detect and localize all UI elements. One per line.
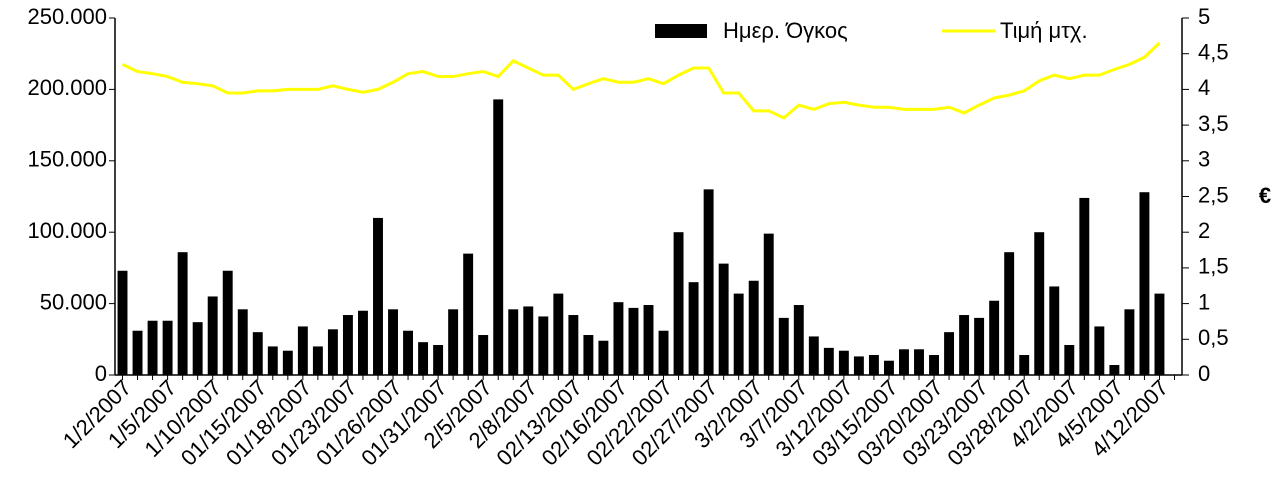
bar [643,305,654,375]
bar [388,309,398,375]
bar [132,330,143,375]
price-line [121,41,1161,120]
bar [974,317,985,375]
bar [853,356,864,375]
legend-label: Ημερ. Όγκος [723,18,848,43]
bar [342,315,353,375]
bar [358,310,368,375]
bar [1154,293,1165,375]
y2-tick-label: 1,5 [1198,254,1229,279]
bar [327,329,338,375]
y2-tick-label: 5 [1198,4,1210,29]
bar [553,293,564,375]
y2-tick-label: 0,5 [1198,325,1229,350]
bar [523,306,534,375]
bar [312,346,323,375]
bar [778,317,789,375]
y2-tick-label: 4 [1198,75,1210,100]
y2-tick-label: 1 [1198,289,1210,314]
bar [403,330,414,375]
y-tick-label: 50.000 [40,289,107,314]
bar [177,252,188,375]
y-tick-label: 150.000 [27,147,107,172]
bar [914,349,924,375]
bar [583,335,594,375]
y2-tick-label: 4,5 [1198,40,1229,65]
bar [538,316,549,375]
bar [147,320,158,375]
bar [117,270,128,375]
bar [1109,365,1120,375]
bar [1049,286,1060,375]
bar [1094,326,1105,375]
bar [703,189,714,375]
bar [493,99,504,376]
bar [868,355,879,375]
bar [673,232,684,375]
bar [297,326,308,375]
bar [222,270,233,375]
bar [192,322,203,375]
bar [463,253,474,375]
legend-swatch [655,24,707,38]
bar [959,315,970,375]
y-tick-label: 250.000 [27,4,107,29]
bar [944,332,955,375]
bar [237,309,248,375]
bar [508,309,519,375]
bar [598,340,609,375]
y2-tick-label: 3 [1198,147,1210,172]
bar [658,330,669,375]
bar [883,360,894,375]
bar [748,280,759,375]
legend-label: Τιμή μτχ. [1000,18,1088,43]
bar [1064,345,1075,375]
y2-axis-label: € [1259,183,1271,208]
bar [793,305,804,375]
y2-tick-label: 3,5 [1198,111,1229,136]
bar [929,355,939,375]
bar [899,349,909,375]
bar [267,346,278,375]
bar [1019,355,1030,375]
bar [568,315,579,375]
bar [628,307,639,375]
bar [252,332,263,375]
bar [373,217,383,375]
bar [688,282,699,375]
y-tick-label: 200.000 [27,75,107,100]
y2-tick-label: 2,5 [1198,182,1229,207]
bar [808,336,819,375]
y-tick-label: 100.000 [27,218,107,243]
bar [1124,309,1135,375]
bar [207,296,218,375]
bar [162,320,173,375]
y-tick-label: 0 [95,361,107,386]
bar [823,347,834,375]
bar [1079,197,1090,375]
y2-tick-label: 2 [1198,218,1210,243]
bar [1139,192,1150,375]
bar [1034,232,1045,375]
y2-tick-label: 0 [1198,361,1210,386]
bar [733,293,744,375]
bar [433,345,444,375]
bar [613,302,624,375]
bar [448,309,459,375]
bar [418,342,429,375]
bar [282,350,293,375]
bar [718,263,729,375]
bar [478,335,489,375]
bar [1004,252,1015,375]
bar [838,350,849,375]
bar [763,233,774,375]
bar [989,300,1000,375]
